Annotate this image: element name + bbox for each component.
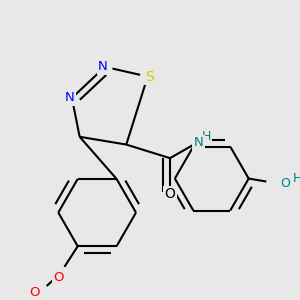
Text: O: O: [53, 271, 64, 284]
Text: O: O: [165, 187, 176, 201]
Text: N: N: [193, 136, 203, 149]
Text: H: H: [292, 172, 300, 185]
Text: O: O: [281, 177, 291, 190]
Text: N: N: [98, 60, 108, 73]
Text: H: H: [201, 130, 211, 143]
Text: N: N: [65, 92, 75, 104]
Text: O: O: [30, 286, 40, 299]
Text: S: S: [145, 70, 154, 84]
